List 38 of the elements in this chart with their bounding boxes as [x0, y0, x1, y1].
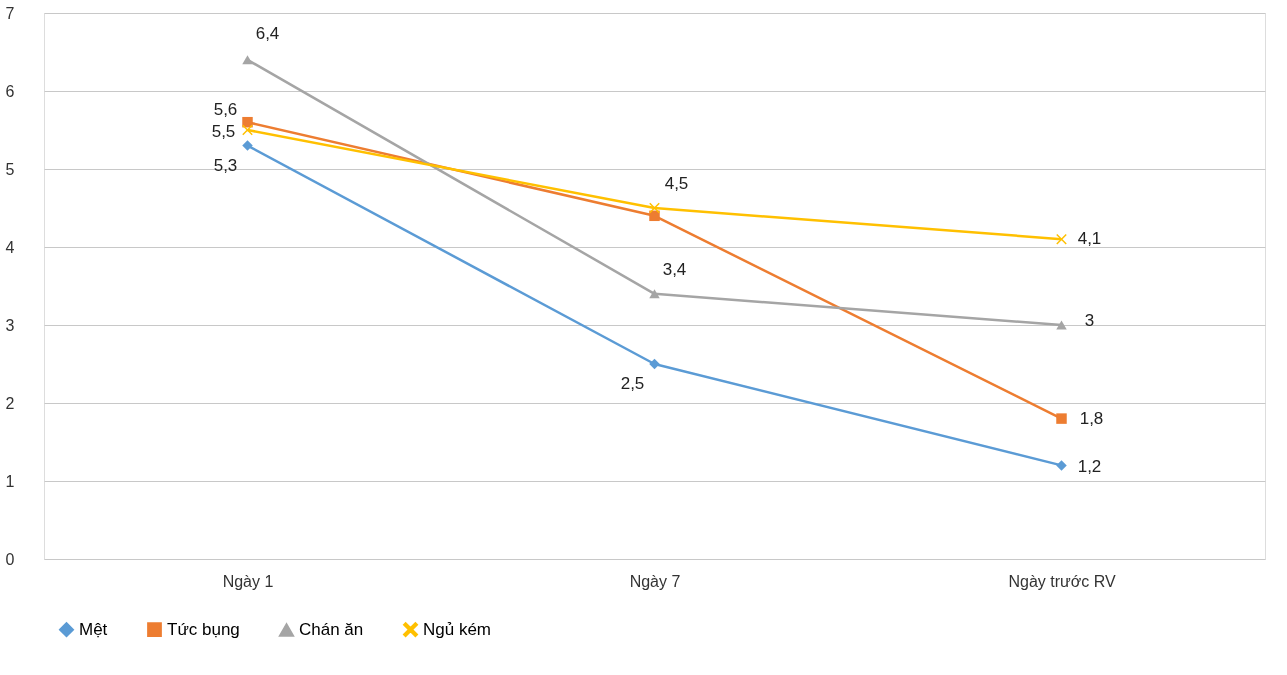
y-tick-label: 5 — [5, 160, 15, 178]
y-tick-label: 0 — [5, 550, 15, 568]
data-label: 5,3 — [213, 155, 238, 175]
data-label: 3,4 — [662, 259, 687, 279]
y-tick-label: 1 — [5, 472, 15, 490]
legend-label: Chán ăn — [299, 620, 364, 640]
y-tick-label: 7 — [5, 4, 15, 22]
point — [1056, 460, 1067, 471]
y-tick-label: 2 — [5, 394, 15, 412]
legend-label: Mệt — [79, 619, 108, 639]
point — [1056, 233, 1067, 245]
point — [242, 140, 253, 151]
legend-label: Tức bụng — [167, 619, 240, 639]
data-label: 6,4 — [255, 23, 280, 43]
point — [242, 116, 253, 128]
point — [649, 358, 660, 370]
data-label: 5,5 — [211, 122, 236, 141]
x-tick-label: Ngày 1 — [222, 572, 274, 590]
data-label: 1,8 — [1079, 408, 1104, 428]
data-label: 1,2 — [1077, 457, 1102, 477]
point — [242, 55, 253, 65]
point — [1056, 320, 1067, 330]
data-label: 4,1 — [1077, 229, 1102, 249]
x-tick-label: Ngày 7 — [629, 572, 681, 590]
x-tick-label: Ngày trước RV — [1008, 572, 1116, 590]
legend-label: Ngủ kém — [423, 619, 492, 639]
point — [649, 202, 660, 214]
point — [1056, 413, 1067, 424]
y-tick-label: 4 — [5, 238, 15, 256]
data-label: 4,5 — [664, 174, 689, 193]
point — [649, 289, 660, 299]
point — [649, 210, 660, 222]
y-tick-label: 3 — [5, 316, 15, 334]
data-label: 3 — [1084, 311, 1095, 330]
point — [242, 124, 253, 136]
y-tick-label: 6 — [5, 82, 15, 100]
data-label: 5,6 — [213, 100, 238, 120]
data-label: 2,5 — [620, 374, 645, 393]
